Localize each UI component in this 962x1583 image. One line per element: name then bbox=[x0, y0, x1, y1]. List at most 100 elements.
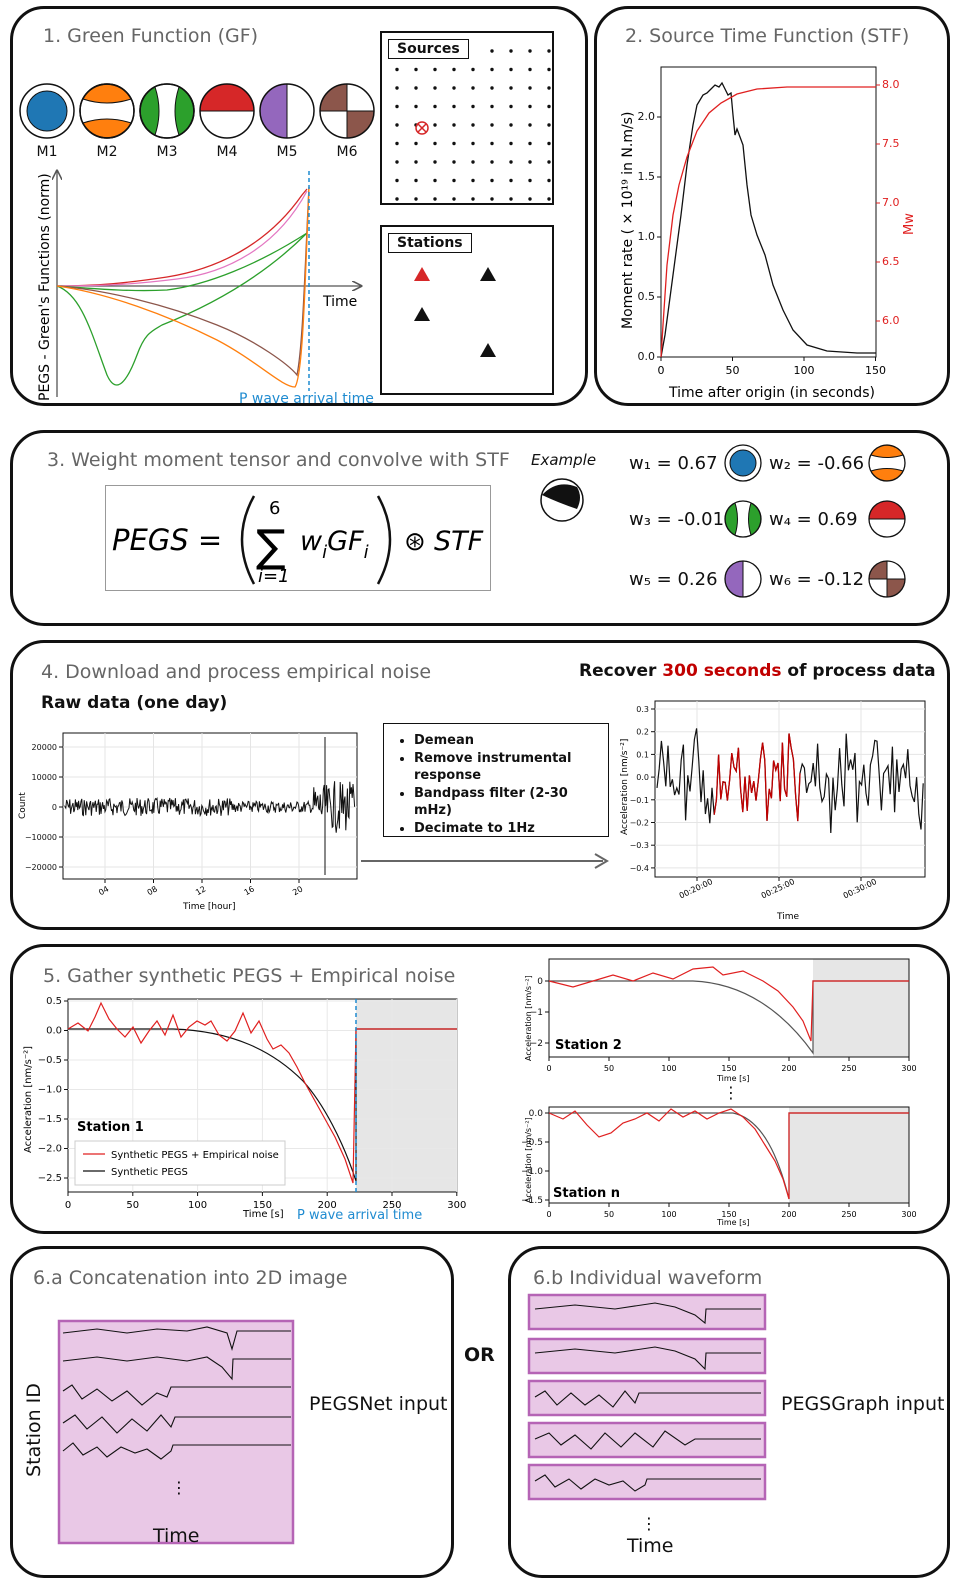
gf-xlabel: Time bbox=[322, 294, 357, 310]
legend-synthetic: Synthetic PEGS bbox=[111, 1167, 188, 1178]
beachball-m1-icon bbox=[724, 444, 762, 482]
raw-xtick: 04 bbox=[97, 884, 110, 897]
weight-w4: w₄ = 0.69 bbox=[769, 509, 858, 530]
source-dot bbox=[471, 141, 475, 146]
source-dot bbox=[414, 67, 418, 72]
panel-title: 3. Weight moment tensor and convolve wit… bbox=[47, 449, 510, 471]
process-arrow-icon bbox=[361, 853, 609, 869]
station1-xtick: 250 bbox=[382, 1200, 401, 1211]
station2-ylabel: Acceleration [nm/s⁻²] bbox=[524, 975, 533, 1061]
waveform-xlabel: Time bbox=[627, 1535, 674, 1557]
raw-ytick: −10000 bbox=[25, 833, 57, 842]
sources-grid bbox=[395, 49, 551, 201]
source-dot bbox=[509, 178, 513, 183]
source-dot bbox=[471, 178, 475, 183]
sources-label: Sources bbox=[388, 39, 469, 59]
station2-label: Station 2 bbox=[555, 1038, 622, 1053]
proc-ytick: 0.1 bbox=[636, 750, 649, 759]
panel-concatenation: 6.a Concatenation into 2D image ⋮ Statio… bbox=[10, 1246, 454, 1578]
stf-xtick: 50 bbox=[726, 364, 740, 377]
raw-data-chart: 20000 10000 0 −10000 −20000 04 08 12 16 20 Count… bbox=[18, 732, 358, 912]
source-dot bbox=[395, 67, 399, 72]
pegsnet-input-label: PEGSNet input bbox=[309, 1393, 448, 1415]
panel-title: 4. Download and process empirical noise bbox=[41, 661, 432, 683]
source-dot bbox=[509, 86, 513, 90]
source-dot bbox=[414, 104, 418, 109]
source-dot bbox=[414, 160, 418, 164]
formula-stf: STF bbox=[434, 526, 484, 557]
source-dot bbox=[395, 123, 399, 127]
source-dot bbox=[490, 160, 494, 164]
raw-xtick: 08 bbox=[146, 884, 159, 897]
source-dot bbox=[509, 123, 513, 127]
step-decimate: Decimate to 1Hz bbox=[414, 820, 600, 837]
station2-ytick: −2 bbox=[530, 1039, 543, 1049]
proc-ytick: 0.2 bbox=[636, 728, 649, 737]
stf-y2tick: 7.5 bbox=[882, 137, 900, 150]
stf-mw-line bbox=[660, 86, 876, 358]
gf-p-label: P wave arrival time bbox=[239, 391, 374, 405]
station2-chart: 0 −1 −2 0 50 100 150 200 250 300 Station 2 Time … bbox=[524, 958, 917, 1083]
weight-w6: w₆ = -0.12 bbox=[769, 569, 865, 590]
stf-xtick: 150 bbox=[865, 364, 886, 377]
source-dot bbox=[528, 104, 532, 109]
stationn-xtick: 50 bbox=[604, 1210, 614, 1219]
waveform-card bbox=[527, 1293, 767, 1331]
station2-ytick: −1 bbox=[530, 1008, 543, 1018]
source-dot bbox=[395, 197, 399, 201]
stf-y2tick: 6.5 bbox=[882, 255, 900, 268]
station1-xtick: 300 bbox=[447, 1200, 466, 1211]
beachball-m5-icon bbox=[724, 560, 762, 598]
stf-y2tick: 6.0 bbox=[882, 314, 900, 327]
gf-plot: Time PEGS - Green's Functions (norm) P w… bbox=[37, 165, 374, 405]
example-beachball-icon bbox=[540, 478, 584, 522]
station1-xtick: 200 bbox=[318, 1200, 337, 1211]
stf-xtick: 100 bbox=[794, 364, 815, 377]
example-label: Example bbox=[531, 451, 597, 469]
step-remove-response: Remove instrumental response bbox=[414, 750, 600, 784]
source-dot bbox=[395, 86, 399, 90]
source-dot bbox=[471, 123, 475, 127]
source-dot bbox=[414, 197, 418, 201]
source-dot bbox=[528, 123, 532, 127]
source-dot bbox=[395, 104, 399, 109]
step-demean: Demean bbox=[414, 732, 600, 749]
panel-title: 5. Gather synthetic PEGS + Empirical noi… bbox=[43, 965, 456, 987]
source-dot bbox=[433, 86, 437, 90]
proc-xtick: 00:25:00 bbox=[760, 877, 796, 900]
station2-xtick: 250 bbox=[841, 1064, 856, 1073]
proc-ytick: 0.3 bbox=[636, 705, 649, 714]
waveform-ellipsis: ⋮ bbox=[641, 1514, 657, 1533]
stf-y2label: Mw bbox=[902, 213, 917, 235]
stf-ylabel: Moment rate ( × 10¹⁹ in N.m/s) bbox=[620, 112, 636, 329]
station2-xtick: 100 bbox=[661, 1064, 676, 1073]
weight-beachballs bbox=[724, 444, 906, 598]
formula-sum-icon: ∑ bbox=[256, 521, 286, 572]
image-2d-ylabel: Station ID bbox=[22, 1383, 45, 1477]
source-dot bbox=[452, 160, 456, 164]
stf-chart: 0.0 0.5 1.0 1.5 2.0 6.0 6.5 7.0 7.5 8.0 0 50 100 15… bbox=[620, 66, 917, 401]
stf-ytick: 0.0 bbox=[638, 350, 656, 363]
stf-moment-rate-line bbox=[660, 81, 876, 358]
stf-ytick: 1.0 bbox=[638, 230, 656, 243]
source-dot bbox=[547, 197, 551, 201]
raw-xtick: 20 bbox=[291, 884, 304, 897]
station2-noisy-line bbox=[548, 966, 909, 1042]
stf-ytick: 2.0 bbox=[638, 110, 656, 123]
gf-ylabel: PEGS - Green's Functions (norm) bbox=[37, 173, 53, 401]
weight-w2: w₂ = -0.66 bbox=[769, 453, 865, 474]
source-dot bbox=[528, 86, 532, 90]
processed-window-line bbox=[713, 733, 801, 822]
beachball-m2-icon bbox=[868, 444, 906, 482]
station2-xtick: 150 bbox=[721, 1064, 736, 1073]
weight-w1: w₁ = 0.67 bbox=[629, 453, 718, 474]
raw-title: Raw data (one day) bbox=[41, 693, 228, 713]
source-dot bbox=[509, 160, 513, 164]
proc-ytick: −0.4 bbox=[630, 864, 649, 873]
stationn-ylabel: Acceleration [nm/s⁻²] bbox=[524, 1117, 533, 1203]
stations-box: Stations bbox=[380, 225, 554, 395]
station2-xlabel: Time [s] bbox=[716, 1074, 750, 1083]
source-dot bbox=[490, 67, 494, 72]
beachballs bbox=[19, 83, 375, 139]
waveform-stack: ⋮ bbox=[527, 1293, 767, 1533]
